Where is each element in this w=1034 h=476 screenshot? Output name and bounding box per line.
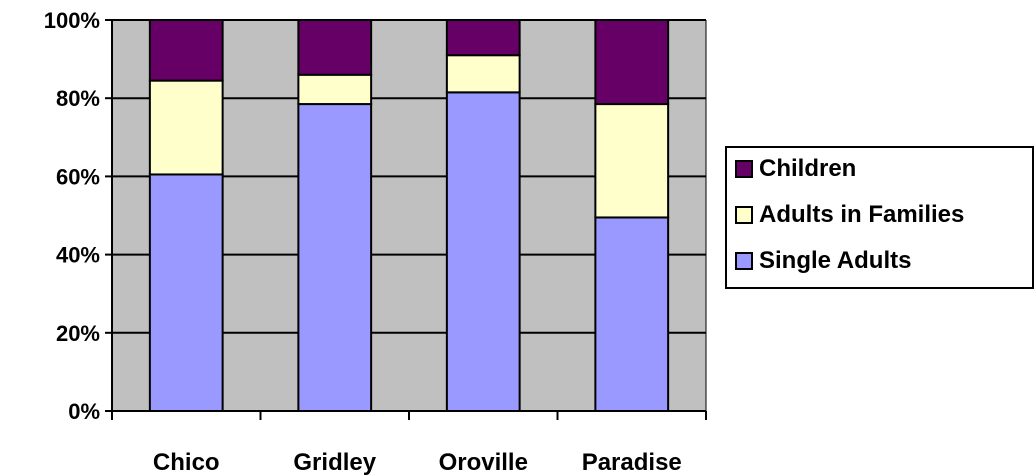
legend-label-children: Children xyxy=(759,155,857,182)
y-tick-label: 20% xyxy=(56,321,100,346)
legend-label-adults-in-families: Adults in Families xyxy=(759,201,965,228)
bar-segment-paradise-adults-in-families xyxy=(594,103,670,219)
bar-segment-oroville-children xyxy=(445,19,521,57)
axes xyxy=(105,19,707,420)
bar-segment-gridley-single-adults xyxy=(297,103,373,412)
bar-segment-chico-adults-in-families xyxy=(148,79,224,176)
bar-segment-chico-single-adults xyxy=(148,173,224,412)
y-tick-label: 80% xyxy=(56,86,100,111)
x-tick-label: Oroville xyxy=(439,449,528,476)
legend-item-single-adults: Single Adults xyxy=(735,246,911,276)
bar-segment-oroville-adults-in-families xyxy=(445,54,521,94)
y-tick-label: 40% xyxy=(56,243,100,268)
bar-segment-paradise-children xyxy=(594,19,670,106)
x-tick-label: Gridley xyxy=(293,449,376,476)
x-tick-label: Paradise xyxy=(582,449,682,476)
y-tick-labels: 0% 20% 40% 60% 80% 100% xyxy=(44,8,100,424)
x-tick-labels: Chico Gridley Oroville Paradise xyxy=(153,449,682,476)
bar-segment-chico-children xyxy=(148,19,224,82)
y-tick-label: 60% xyxy=(56,164,100,189)
bars xyxy=(148,19,670,413)
legend-swatch-single-adults xyxy=(735,252,753,270)
y-tick-label: 0% xyxy=(68,399,100,424)
legend: Children Adults in Families Single Adult… xyxy=(725,146,1034,289)
bar-segment-gridley-adults-in-families xyxy=(297,73,373,106)
x-tick-label: Chico xyxy=(153,449,220,476)
legend-label-single-adults: Single Adults xyxy=(759,247,912,274)
bar-segment-gridley-children xyxy=(297,19,373,76)
bar-segment-paradise-single-adults xyxy=(594,216,670,412)
legend-swatch-adults-in-families xyxy=(735,206,753,224)
legend-swatch-children xyxy=(735,160,753,178)
legend-item-children: Children xyxy=(735,154,856,184)
legend-item-adults-in-families: Adults in Families xyxy=(735,200,964,230)
bar-segment-oroville-single-adults xyxy=(445,91,521,413)
y-tick-label: 100% xyxy=(44,8,100,33)
